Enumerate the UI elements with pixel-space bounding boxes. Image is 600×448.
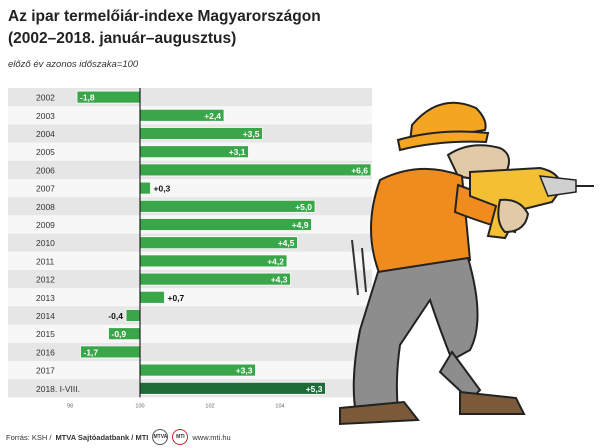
data-label: +2,4 bbox=[204, 111, 221, 121]
data-label: +4,9 bbox=[292, 220, 309, 230]
category-label: 2012 bbox=[36, 275, 55, 285]
x-tick-label: 104 bbox=[275, 403, 284, 409]
data-label: +3,5 bbox=[243, 129, 260, 139]
bar bbox=[139, 199, 316, 213]
bar bbox=[139, 254, 288, 268]
data-label: +5,3 bbox=[306, 384, 323, 394]
bar bbox=[139, 290, 165, 304]
data-label: +3,3 bbox=[236, 366, 253, 376]
bar bbox=[139, 272, 291, 286]
data-label: -1,8 bbox=[80, 93, 95, 103]
bar bbox=[139, 181, 151, 195]
worker-illustration bbox=[339, 101, 594, 426]
category-label: 2007 bbox=[36, 184, 55, 194]
x-tick-label: 102 bbox=[205, 403, 214, 409]
data-label: +6,6 bbox=[351, 165, 368, 175]
row-background bbox=[8, 306, 372, 325]
category-label: 2013 bbox=[36, 293, 55, 303]
category-label: 2009 bbox=[36, 220, 55, 230]
x-tick-label: 100 bbox=[135, 403, 144, 409]
category-label: 2011 bbox=[36, 256, 55, 266]
bar bbox=[125, 309, 141, 322]
credit-text: MTVA Sajtóadatbank / MTI bbox=[55, 432, 149, 442]
mtva-logo-icon: MTVA bbox=[152, 429, 169, 445]
data-label: +4,3 bbox=[271, 275, 288, 285]
data-label: +4,2 bbox=[267, 256, 284, 266]
category-label: 2004 bbox=[36, 129, 55, 139]
bar bbox=[139, 218, 312, 231]
bar bbox=[139, 163, 372, 177]
mti-logo-icon: MTI bbox=[172, 429, 189, 445]
row-background bbox=[8, 179, 372, 198]
category-label: 2015 bbox=[36, 329, 55, 339]
category-label: 2006 bbox=[36, 165, 55, 175]
data-label: +0,7 bbox=[168, 293, 185, 303]
category-label: 2016 bbox=[36, 347, 55, 357]
data-label: -0,4 bbox=[108, 311, 123, 321]
data-label: -1,7 bbox=[84, 347, 99, 357]
category-label: 2017 bbox=[36, 366, 55, 376]
category-label: 2002 bbox=[36, 93, 55, 103]
category-label: 2010 bbox=[36, 238, 55, 248]
data-label: -0,9 bbox=[112, 329, 127, 339]
url-text: www.mti.hu bbox=[192, 432, 231, 442]
data-label: +4,5 bbox=[278, 238, 295, 248]
row-background bbox=[8, 88, 372, 107]
chart-subtitle: előző év azonos időszaka=100 bbox=[8, 59, 139, 70]
row-background bbox=[8, 342, 372, 361]
row-background bbox=[8, 324, 372, 343]
data-label: +5,0 bbox=[295, 202, 312, 212]
category-label: 2014 bbox=[36, 311, 55, 321]
bar bbox=[139, 236, 298, 250]
source-text: Forrás: KSH / bbox=[6, 432, 52, 442]
row-background bbox=[8, 288, 372, 307]
chart-title: Az ipar termelőiár-indexe Magyarországon… bbox=[8, 8, 321, 47]
x-tick-label: 98 bbox=[67, 403, 73, 409]
data-label: +0,3 bbox=[154, 184, 171, 194]
category-label: 2008 bbox=[36, 202, 55, 212]
category-label: 2005 bbox=[36, 147, 55, 157]
category-label: 2003 bbox=[36, 111, 55, 121]
category-label: 2018. I-VIII. bbox=[36, 384, 80, 394]
data-label: +3,1 bbox=[229, 147, 246, 157]
footer: Forrás: KSH / MTVA Sajtóadatbank / MTI M… bbox=[6, 429, 231, 445]
bar bbox=[139, 381, 326, 395]
